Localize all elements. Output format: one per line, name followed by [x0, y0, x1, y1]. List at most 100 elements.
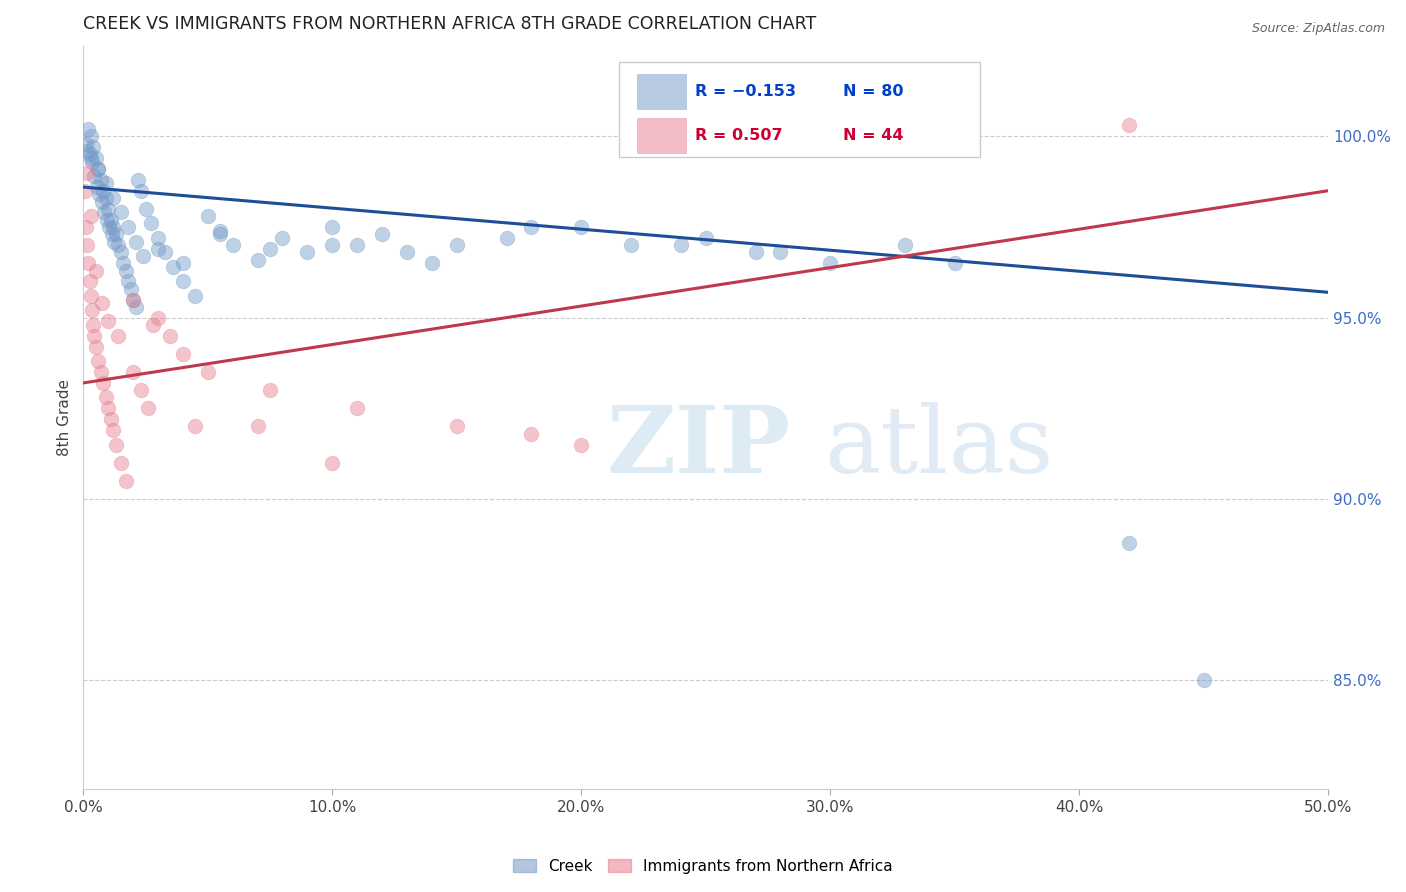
Point: [101, 227, 124, 242]
Point: [83, 169, 105, 184]
Point: [80, 154, 103, 169]
Point: [98, 219, 121, 234]
Point: [87, 161, 110, 176]
Point: [172, 347, 194, 361]
Text: R = −0.153: R = −0.153: [695, 84, 796, 99]
Point: [520, 426, 543, 441]
Point: [569, 437, 592, 451]
Point: [77, 122, 100, 136]
Point: [321, 238, 343, 252]
Point: [669, 238, 692, 252]
Point: [107, 238, 129, 252]
Point: [77, 256, 100, 270]
Point: [84, 263, 107, 277]
Point: [209, 224, 232, 238]
Point: [96, 212, 118, 227]
Point: [104, 437, 127, 451]
Point: [91, 184, 114, 198]
Point: [87, 354, 110, 368]
Point: [86, 180, 108, 194]
FancyBboxPatch shape: [619, 62, 980, 157]
Point: [82, 318, 104, 332]
Point: [346, 238, 368, 252]
Point: [101, 423, 124, 437]
Point: [87, 161, 110, 176]
Point: [114, 474, 136, 488]
Point: [259, 383, 281, 397]
Point: [569, 219, 592, 234]
Point: [620, 238, 643, 252]
Point: [80, 303, 103, 318]
Point: [80, 129, 103, 144]
Point: [420, 256, 443, 270]
Text: ZIP: ZIP: [606, 402, 790, 492]
Point: [83, 328, 105, 343]
Point: [73, 184, 96, 198]
Text: CREEK VS IMMIGRANTS FROM NORTHERN AFRICA 8TH GRADE CORRELATION CHART: CREEK VS IMMIGRANTS FROM NORTHERN AFRICA…: [83, 15, 817, 33]
Point: [100, 212, 122, 227]
Point: [80, 289, 103, 303]
Point: [197, 209, 219, 223]
Point: [142, 318, 165, 332]
Point: [90, 365, 112, 379]
Point: [129, 184, 152, 198]
Point: [371, 227, 394, 242]
Point: [117, 274, 139, 288]
Point: [76, 144, 98, 158]
Point: [184, 289, 207, 303]
Point: [162, 260, 184, 274]
Text: N = 80: N = 80: [842, 84, 903, 99]
Point: [209, 227, 232, 242]
Point: [93, 205, 115, 219]
Point: [112, 256, 135, 270]
Point: [75, 219, 97, 234]
Text: N = 44: N = 44: [842, 128, 903, 143]
Y-axis label: 8th Grade: 8th Grade: [58, 379, 72, 456]
Point: [122, 365, 145, 379]
Point: [79, 147, 101, 161]
Point: [184, 419, 207, 434]
Point: [76, 165, 98, 179]
Point: [94, 391, 117, 405]
Point: [135, 202, 157, 216]
Point: [446, 419, 468, 434]
Point: [139, 216, 162, 230]
Point: [80, 209, 103, 223]
Point: [94, 177, 117, 191]
Point: [146, 242, 169, 256]
Point: [246, 252, 269, 267]
Point: [110, 456, 132, 470]
Point: [221, 238, 243, 252]
Point: [146, 310, 169, 325]
Text: Source: ZipAtlas.com: Source: ZipAtlas.com: [1251, 22, 1385, 36]
Point: [744, 245, 766, 260]
Point: [80, 151, 103, 165]
Point: [1118, 535, 1140, 549]
FancyBboxPatch shape: [637, 119, 686, 153]
Point: [84, 340, 107, 354]
Point: [100, 412, 122, 426]
Point: [1118, 119, 1140, 133]
Point: [146, 231, 169, 245]
Point: [129, 383, 152, 397]
Point: [122, 293, 145, 307]
Point: [495, 231, 517, 245]
Point: [76, 238, 98, 252]
Point: [91, 194, 114, 209]
Point: [818, 256, 841, 270]
Point: [1192, 673, 1215, 688]
Point: [894, 238, 917, 252]
Point: [321, 219, 343, 234]
Point: [446, 238, 468, 252]
Point: [297, 245, 319, 260]
Point: [321, 456, 343, 470]
Point: [110, 245, 132, 260]
Point: [132, 249, 155, 263]
Point: [107, 328, 129, 343]
Point: [346, 401, 368, 416]
Point: [75, 136, 97, 151]
Point: [943, 256, 966, 270]
Point: [172, 274, 194, 288]
Point: [159, 328, 181, 343]
Point: [79, 274, 101, 288]
